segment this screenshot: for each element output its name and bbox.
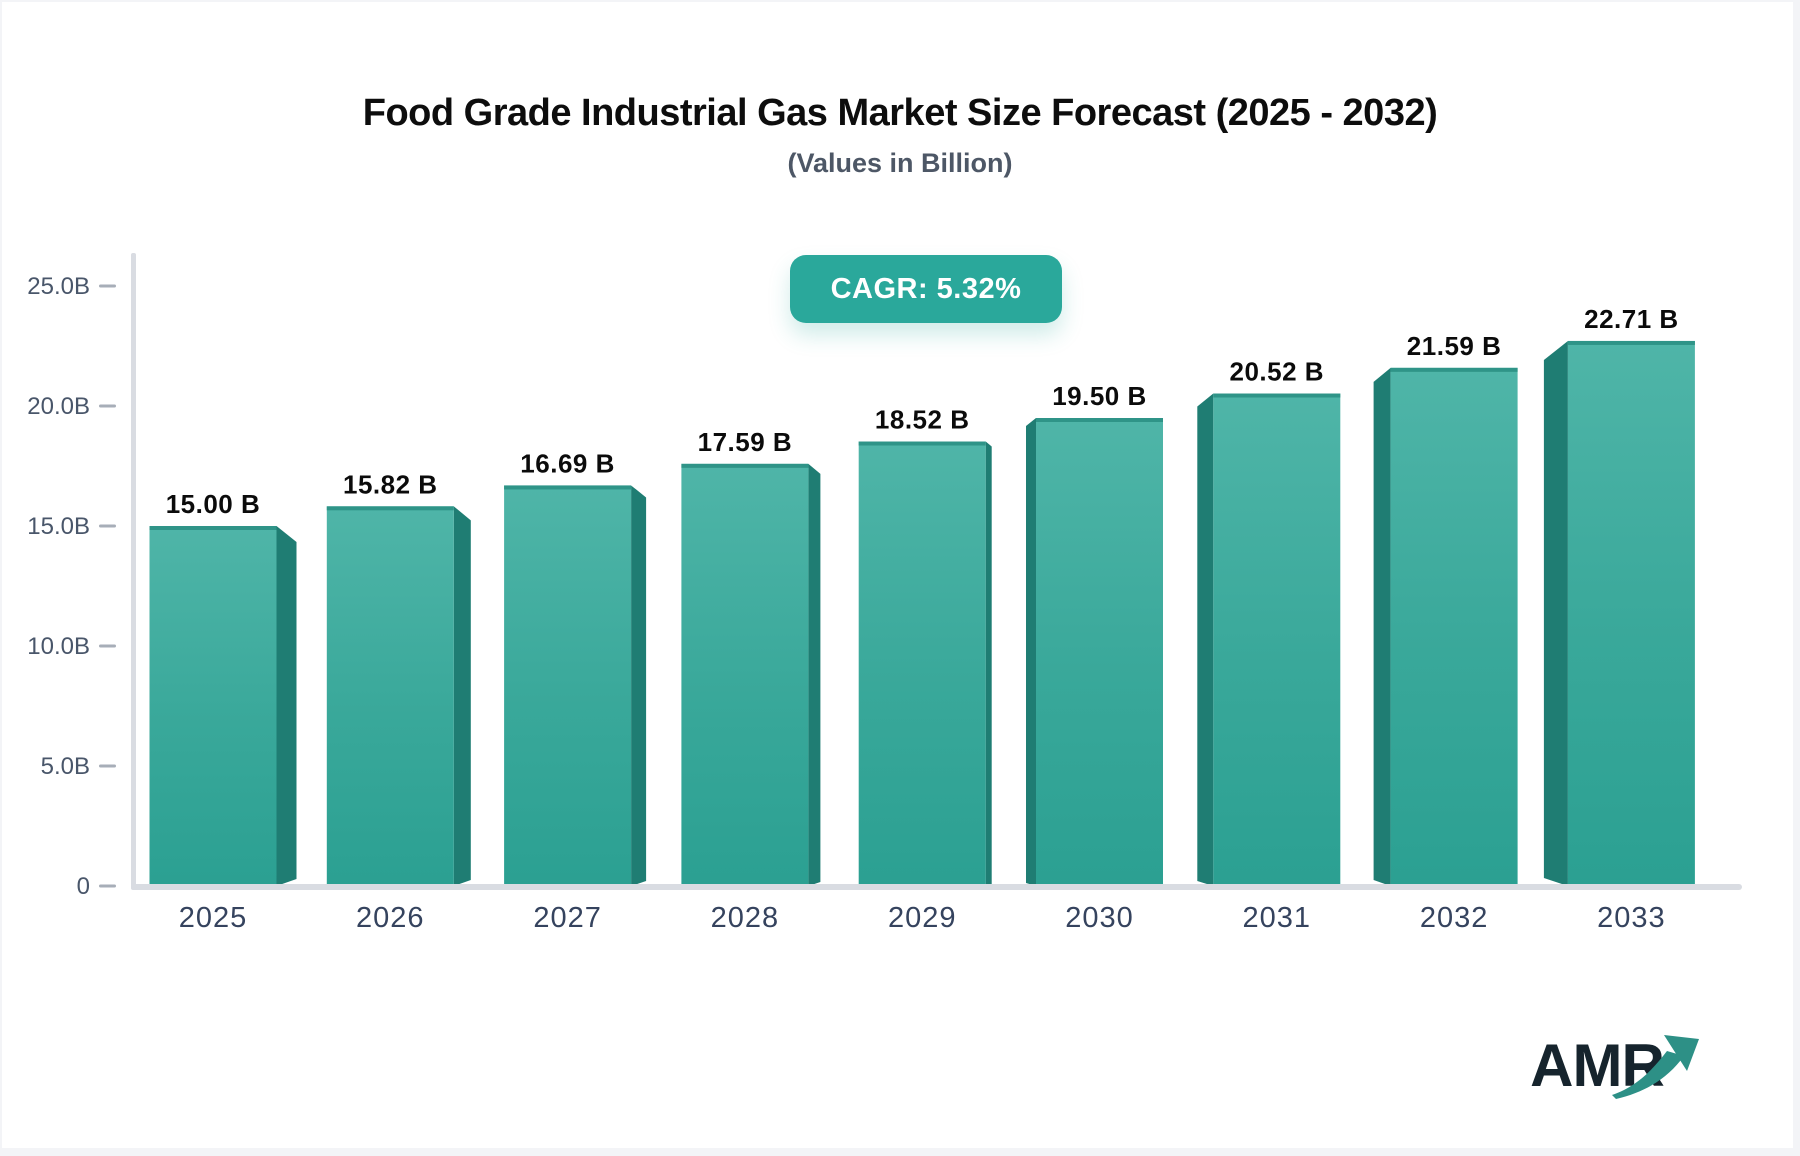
bar-top-edge-2025 [149,526,277,530]
x-tick-label-2025: 2025 [179,902,248,934]
bar-value-label-2031: 20.52 B [1230,357,1325,387]
bar-side-face-2026 [453,506,471,886]
y-tick-label: 0 [77,873,90,900]
y-tick-label: 10.0B [27,633,90,660]
bar-side-face-2027 [631,485,647,886]
bar-value-label-2029: 18.52 B [875,405,970,435]
y-tick-label: 25.0B [27,273,90,300]
x-tick-label-2032: 2032 [1420,902,1489,934]
bar-value-label-2030: 19.50 B [1052,381,1147,411]
plot-area: 0 5.0B 10.0B 15.0B 20.0B 25.0B 15.00 B 2025 15.8… [27,253,1742,934]
chart-title: Food Grade Industrial Gas Market Size Fo… [362,92,1438,134]
bar-top-edge-2027 [504,485,632,490]
bar-2028 [681,463,809,886]
y-tick-mark [99,284,116,288]
bar-top-edge-2029 [858,441,986,446]
x-tick-label-2026: 2026 [356,902,425,934]
bar-value-label-2032: 21.59 B [1407,331,1502,361]
bar-2026 [326,506,454,886]
bar-top-edge-2032 [1390,367,1518,372]
y-tick-label: 5.0B [41,753,90,780]
bar-top-edge-2028 [681,463,809,468]
y-tick-mark [99,404,116,408]
bar-2030 [1036,418,1163,886]
bar-2025 [149,526,277,886]
bar-value-label-2028: 17.59 B [698,427,793,457]
x-tick-label-2033: 2033 [1597,902,1666,934]
bar-2033 [1567,340,1695,887]
bar-value-label-2025: 15.00 B [166,489,261,519]
bar-top-edge-2031 [1213,393,1341,398]
bar-2027 [504,485,632,886]
x-tick-label-2028: 2028 [711,902,780,934]
x-tick-label-2031: 2031 [1243,902,1312,934]
bar-side-face-2028 [808,463,821,886]
bar-side-face-2031 [1197,393,1214,886]
logo-arrowhead-icon [1664,1035,1699,1071]
chart-subtitle: (Values in Billion) [787,148,1013,178]
bar-top-edge-2033 [1567,340,1695,345]
y-tick-label: 15.0B [27,513,90,540]
bar-top-edge-2026 [326,506,454,511]
bar-side-face-2032 [1373,367,1391,887]
bar-side-face-2030 [1026,418,1036,886]
bar-value-label-2026: 15.82 B [343,469,438,499]
bar-2029 [858,441,986,886]
x-axis-line [131,884,1742,890]
logo-arrow-icon [1612,1051,1684,1099]
bar-side-face-2033 [1543,340,1568,887]
brand-logo: AMR [1530,1032,1699,1099]
cagr-badge: CAGR: 5.32% [790,255,1062,323]
y-tick-mark [99,884,116,888]
bar-value-label-2033: 22.71 B [1584,304,1679,334]
bar-side-face-2025 [276,526,297,886]
y-tick-mark [99,644,116,648]
x-tick-label-2029: 2029 [888,902,957,934]
x-tick-label-2027: 2027 [533,902,602,934]
bar-side-face-2029 [985,441,992,886]
y-tick-mark [99,764,116,768]
y-tick-label: 20.0B [27,393,90,420]
bar-2031 [1213,393,1341,886]
x-tick-label-2030: 2030 [1065,902,1134,934]
bar-2032 [1390,367,1518,887]
bar-value-label-2027: 16.69 B [520,448,615,478]
y-axis-line [131,253,136,890]
bar-top-edge-2030 [1036,418,1163,422]
y-tick-mark [99,524,116,528]
